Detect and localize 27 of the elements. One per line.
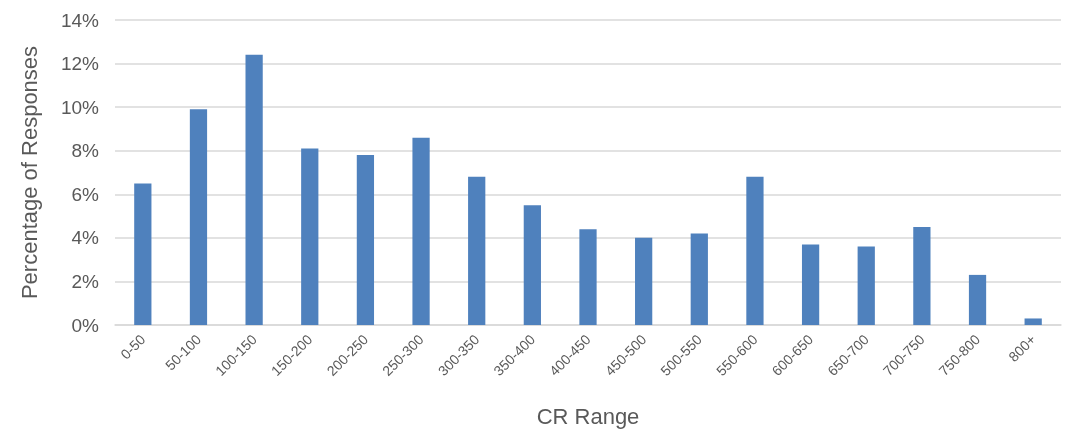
bar bbox=[468, 176, 486, 325]
bar bbox=[301, 148, 319, 325]
bar bbox=[968, 274, 987, 325]
bar bbox=[1024, 318, 1042, 325]
bar bbox=[412, 137, 430, 325]
bar bbox=[857, 246, 875, 325]
y-axis-title: Percentage of Responses bbox=[16, 45, 42, 300]
y-tick-label: 4% bbox=[71, 227, 100, 249]
x-axis-title: CR Range bbox=[536, 403, 640, 429]
bar bbox=[579, 229, 597, 325]
y-tick-label: 2% bbox=[71, 270, 100, 292]
bar bbox=[245, 54, 263, 325]
bar bbox=[635, 237, 653, 325]
bar bbox=[801, 244, 820, 325]
bar bbox=[913, 226, 931, 325]
bar bbox=[523, 205, 541, 325]
y-tick-label: 8% bbox=[71, 140, 100, 162]
y-tick-label: 0% bbox=[71, 314, 100, 336]
bar bbox=[356, 155, 375, 325]
y-tick-label: 10% bbox=[60, 96, 100, 118]
bar bbox=[690, 233, 708, 325]
y-tick-label: 12% bbox=[60, 53, 100, 75]
bar bbox=[189, 109, 208, 325]
bar bbox=[134, 183, 152, 325]
y-tick-label: 14% bbox=[60, 9, 100, 31]
bar bbox=[746, 176, 764, 325]
y-tick-label: 6% bbox=[71, 183, 100, 205]
